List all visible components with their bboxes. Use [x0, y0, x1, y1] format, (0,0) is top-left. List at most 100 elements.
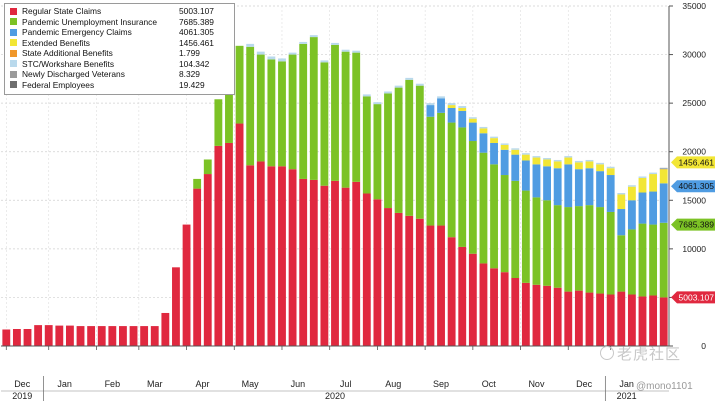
bar-segment [606, 175, 615, 212]
bar-segment [468, 122, 477, 142]
bar-segment [182, 224, 191, 346]
bar-segment [299, 41, 308, 44]
bar-segment [267, 56, 276, 60]
bar-segment [617, 235, 626, 292]
legend-item: Regular State Claims 5003.107 [10, 6, 229, 17]
bar-segment [2, 329, 11, 346]
bar-segment [649, 191, 658, 225]
legend-series-value: 19.429 [179, 79, 205, 90]
bar-segment [362, 193, 371, 346]
legend-series-value: 8.329 [179, 69, 200, 79]
bar-segment [638, 296, 647, 346]
bar-segment [256, 51, 265, 55]
bar-segment [532, 164, 541, 198]
legend-series-name: Federal Employees [22, 79, 95, 90]
bar-segment [649, 224, 658, 296]
bar-segment [585, 168, 594, 206]
legend-item: State Additional Benefits 1.799 [10, 48, 229, 59]
bar-segment [617, 193, 626, 195]
bar-segment [426, 105, 435, 117]
bar-segment [415, 85, 424, 219]
x-month-label: Dec [576, 379, 593, 389]
bar-segment [76, 326, 85, 346]
bar-segment [214, 145, 223, 346]
bar-segment [564, 157, 573, 165]
y-tick-label: 0 [701, 341, 706, 351]
bar-segment [203, 159, 212, 175]
watermark: 老虎社区 [600, 343, 718, 364]
bar-segment [384, 91, 392, 94]
value-tag-label: 4061.305 [679, 181, 715, 191]
value-tag-box [671, 218, 715, 231]
bar-segment [320, 62, 329, 186]
bar-segment [44, 325, 53, 346]
bar-segment [309, 37, 318, 180]
bar-segment [638, 177, 647, 193]
y-tick-label: 30000 [682, 50, 706, 60]
bar-segment [288, 169, 297, 346]
legend-swatch [10, 60, 17, 68]
bar-segment [362, 96, 371, 194]
bar-segment [447, 103, 456, 106]
bar-segment [521, 154, 530, 161]
bar-segment [490, 138, 498, 143]
x-month-label: Jan [57, 379, 72, 389]
bar-segment [649, 172, 658, 175]
bar-segment [596, 162, 605, 165]
legend-series-name: Pandemic Unemployment Insurance [22, 16, 157, 27]
bar-segment [394, 212, 403, 346]
bar-segment [500, 144, 509, 150]
bar-segment [97, 326, 106, 346]
bar-segment [638, 176, 647, 178]
bar-segment [500, 272, 509, 346]
bar-segment [532, 157, 541, 165]
bar-segment [458, 106, 467, 108]
x-year-label: 2019 [12, 391, 32, 401]
bar-segment [500, 149, 509, 176]
tiger-logo-icon [600, 346, 614, 360]
bar-segment [553, 168, 562, 206]
bar-segment [394, 87, 403, 213]
bar-segment [638, 192, 647, 224]
bar-segment [129, 326, 138, 346]
bar-segment [278, 58, 286, 62]
bar-segment [235, 45, 244, 124]
bar-segment [627, 185, 636, 187]
bar-segment [256, 161, 265, 346]
bar-segment [246, 165, 255, 346]
bar-segment [574, 206, 583, 291]
bar-segment [553, 205, 562, 288]
x-month-label: Jan [619, 379, 634, 389]
bar-segment [596, 164, 605, 172]
bar-segment [564, 207, 573, 292]
bar-segment [225, 80, 233, 143]
bar-segment [447, 105, 456, 108]
bar-segment [543, 166, 551, 201]
bar-segment [490, 164, 498, 269]
legend-series-name: Newly Discharged Veterans [22, 69, 125, 79]
bar-segment [638, 223, 647, 297]
bar-segment [278, 61, 286, 167]
bar-segment [532, 197, 541, 285]
bar-segment [596, 293, 605, 346]
bar-segment [659, 169, 668, 184]
bar-segment [309, 179, 318, 346]
legend-series-value: 7685.389 [179, 16, 214, 27]
legend-swatch [10, 70, 17, 78]
bar-segment [447, 108, 456, 123]
bar-segment [511, 154, 520, 181]
bar-segment [521, 160, 530, 191]
bar-segment [235, 123, 244, 347]
legend-swatch [10, 39, 17, 47]
bar-segment [574, 160, 583, 163]
bar-segment [458, 108, 467, 111]
y-tick-label: 25000 [682, 98, 706, 108]
bar-segment [426, 103, 435, 106]
bar-segment [596, 207, 605, 294]
bar-segment [384, 93, 392, 209]
bar-segment [606, 166, 615, 169]
bar-segment [309, 35, 318, 38]
bar-segment [331, 42, 339, 45]
bar-segment [532, 284, 541, 346]
legend-series-name: STC/Workshare Benefits [22, 58, 115, 69]
